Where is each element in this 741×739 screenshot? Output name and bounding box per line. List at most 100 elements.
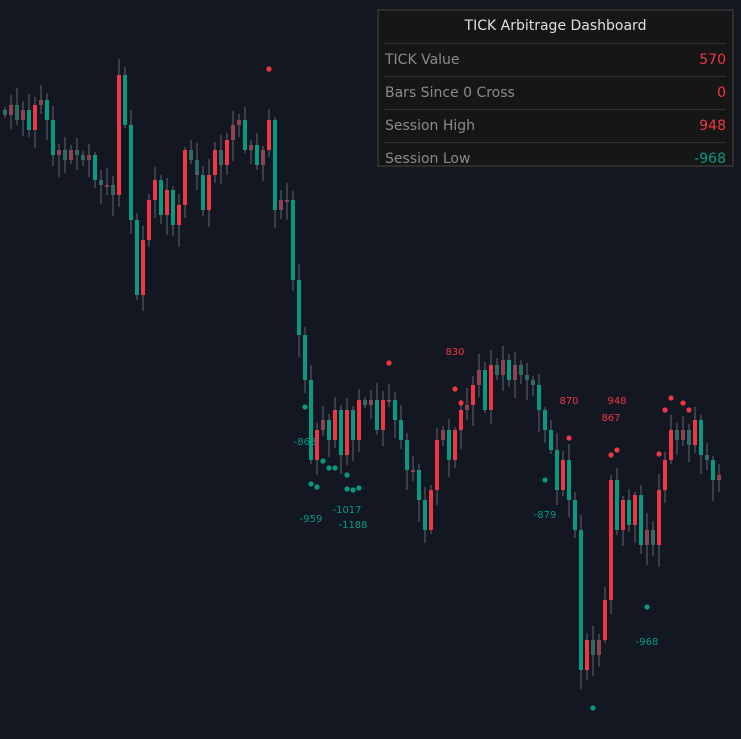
candle-body [663,460,667,490]
candle [501,346,505,391]
candle [9,95,13,129]
candle [207,159,211,227]
high-marker-dot [452,386,458,392]
candle [63,137,67,173]
candle-body [393,400,397,420]
candle [339,405,343,474]
candle [603,587,607,643]
candle-body [63,150,67,160]
candle [357,389,361,452]
candle-body [279,200,283,210]
candle-body [111,185,115,195]
candle-body [45,100,49,120]
low-marker-label: -959 [300,514,323,525]
candle [381,391,385,446]
low-marker-dot [644,604,650,610]
candle-body [405,440,409,470]
candle [405,433,409,490]
candle-body [201,175,205,210]
low-marker-dot [314,484,320,490]
candle [159,175,163,224]
high-marker-dot [656,451,662,457]
candle [93,152,97,188]
candle [351,406,355,461]
candle-body [117,75,121,195]
candle [111,176,115,216]
candle [315,423,319,475]
candle-body [519,365,523,375]
candle [225,133,229,175]
candle [543,407,547,443]
candle-body [369,400,373,405]
candle [177,194,181,247]
candle-body [57,150,61,155]
candle [549,420,553,454]
candle [477,354,481,397]
candle-body [339,410,343,455]
candle-body [483,370,487,410]
candle [441,426,445,446]
candle-body [81,155,85,160]
candle-body [429,490,433,530]
candle-body [441,430,445,440]
low-marker-dot [344,486,350,492]
candle-body [123,75,127,125]
candle [483,362,487,413]
low-marker-dot [326,465,332,471]
candle-body [621,500,625,530]
candle [639,485,643,554]
candle-body [465,405,469,410]
candle [15,88,19,125]
candle [249,140,253,164]
candle-body [681,430,685,440]
candle-body [471,385,475,405]
candle [711,456,715,501]
candle [447,419,451,477]
low-marker-dot [590,705,596,711]
high-marker-dot [662,407,668,413]
high-marker-dot [566,435,572,441]
high-marker-label: 830 [445,347,464,358]
candle-body [447,430,451,460]
low-marker-label: -868 [294,437,317,448]
candle [555,433,559,505]
candle-body [225,140,229,165]
low-marker-dot [332,465,338,471]
candle [399,405,403,449]
candle [657,474,661,567]
candle-body [321,420,325,430]
candle-body [693,420,697,445]
candle [219,135,223,184]
candle [243,107,247,153]
candle-body [237,120,241,125]
row-label: Session Low [385,151,471,167]
candle [387,384,391,407]
candle [231,111,235,161]
candle [435,428,439,505]
low-marker-label: -879 [534,510,557,521]
candle-body [669,430,673,460]
candle-body [411,470,415,472]
candle-body [687,430,691,445]
high-marker-dot [458,400,464,406]
candle [411,456,415,481]
candle-body [129,125,133,220]
candle [705,443,709,470]
candle [627,489,631,532]
candle-body [477,370,481,385]
candle [453,427,457,468]
candle [105,168,109,195]
candle-body [327,420,331,440]
candle-body [291,200,295,280]
candle [573,492,577,538]
candle [39,85,43,114]
candle [651,521,655,556]
candle [459,400,463,449]
candle-body [141,240,145,295]
candle-body [135,220,139,295]
row-value: 0 [717,85,726,101]
candle [633,492,637,543]
candle [309,365,313,464]
candle [147,194,151,247]
